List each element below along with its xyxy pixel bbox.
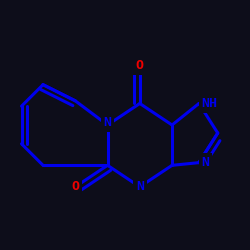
Text: NH: NH: [202, 97, 218, 110]
Text: N: N: [104, 116, 112, 129]
Text: N: N: [136, 180, 144, 193]
Text: O: O: [71, 180, 79, 193]
Text: O: O: [136, 59, 144, 72]
Text: N: N: [202, 156, 209, 169]
